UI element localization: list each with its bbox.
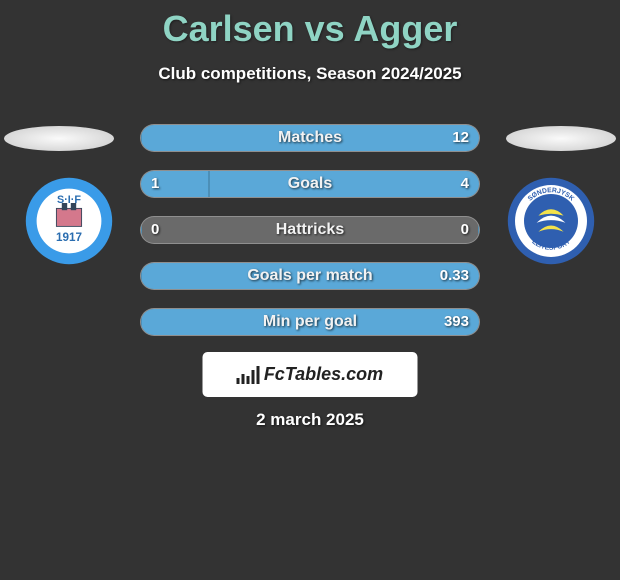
page-title: Carlsen vs Agger (0, 0, 620, 50)
player-badge-right (506, 126, 616, 151)
club-logo-left: S·I·F 1917 (24, 176, 114, 266)
stat-row-hattricks: 0 Hattricks 0 (140, 216, 480, 244)
stat-row-matches: Matches 12 (140, 124, 480, 152)
brand-box[interactable]: FcTables.com (203, 352, 418, 397)
stats-container: Matches 12 1 Goals 4 0 Hattricks 0 Goals… (140, 124, 480, 354)
stat-value-right: 393 (444, 309, 469, 335)
player-badge-left (4, 126, 114, 151)
stat-row-min-per-goal: Min per goal 393 (140, 308, 480, 336)
stat-label: Matches (141, 125, 479, 151)
stat-label: Min per goal (141, 309, 479, 335)
club-logo-right: SØNDERJYSK ELITESPORT (506, 176, 596, 266)
stat-value-right: 12 (452, 125, 469, 151)
stat-label: Goals (141, 171, 479, 197)
stat-row-goals-per-match: Goals per match 0.33 (140, 262, 480, 290)
svg-text:1917: 1917 (56, 231, 82, 244)
stat-value-right: 0 (461, 217, 469, 243)
stat-value-right: 0.33 (440, 263, 469, 289)
stat-label: Goals per match (141, 263, 479, 289)
date-label: 2 march 2025 (0, 410, 620, 430)
svg-text:S·I·F: S·I·F (57, 194, 81, 206)
stat-label: Hattricks (141, 217, 479, 243)
stat-row-goals: 1 Goals 4 (140, 170, 480, 198)
stat-value-right: 4 (461, 171, 469, 197)
brand-label: FcTables.com (264, 364, 383, 385)
bar-chart-icon (237, 366, 260, 384)
subtitle: Club competitions, Season 2024/2025 (0, 64, 620, 84)
